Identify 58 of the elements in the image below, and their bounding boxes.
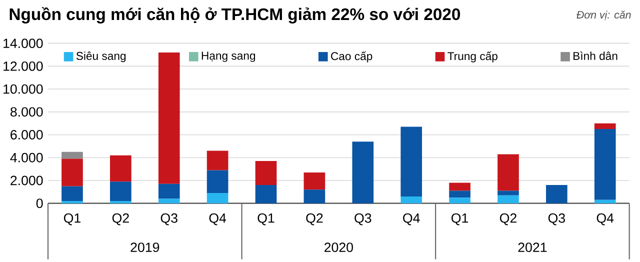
bar [62,186,83,202]
bar [110,155,132,182]
bar [498,195,519,204]
legend-label: Cao cấp [331,51,372,62]
y-tick-label: 6.000 [10,130,43,140]
bar [594,200,616,204]
y-tick-label: 12.000 [4,61,43,71]
text: 2020 [324,242,353,252]
bar [206,150,228,170]
x-tick-label: Q1 [258,213,274,226]
text: 2019 [130,242,160,252]
bar [449,182,470,191]
x-tick-label: Q4 [403,213,420,226]
bar [206,193,228,204]
x-tick-label: Q3 [354,213,372,226]
legend-label: Bình dân [574,52,618,60]
bar [206,170,228,194]
x-tick-label: Q1 [64,213,80,226]
bar [400,196,422,204]
bar [158,184,180,199]
legend-label: Trung cấp [448,51,498,62]
chart-title: Nguồn cung mới căn hộ ở TP.HCM giảm 22% so với 2020 [10,7,460,24]
x-tick-label: Q1 [452,213,468,226]
bar [594,123,616,130]
bar [546,185,568,204]
bar [594,129,616,200]
x-tick-label: Q3 [160,213,178,226]
legend-label: Hạng sang [202,52,256,62]
x-tick-label: Q3 [548,213,565,226]
y-tick-label: 10.000 [4,84,43,94]
bar [62,152,83,159]
x-tick-label: Q4 [209,213,226,226]
bar [62,158,83,186]
bar [255,185,277,204]
legend-label: Siêu sang [76,52,126,62]
bar [304,190,326,204]
y-tick-label: 0 [36,198,43,208]
x-tick-label: Q2 [112,213,129,226]
x-tick-label: Q2 [500,213,516,226]
x-tick-label: Q2 [306,213,323,226]
bar [400,126,422,196]
bar [498,154,519,191]
y-tick-label: 14.000 [4,38,43,48]
text: 2021 [518,242,547,252]
x-tick-label: Q4 [596,213,614,226]
y-tick-label: 4.000 [10,152,43,162]
bar [498,190,519,196]
bar [110,182,132,202]
bar [449,190,470,198]
y-tick-label: 2.000 [10,176,43,186]
bar [352,142,374,204]
bar [158,198,180,204]
bar [255,161,277,186]
y-tick-label: 8.000 [10,107,43,117]
bar [449,198,470,204]
bar [304,172,326,190]
bar [158,52,180,184]
text: Đơn vị: căn [576,10,631,20]
